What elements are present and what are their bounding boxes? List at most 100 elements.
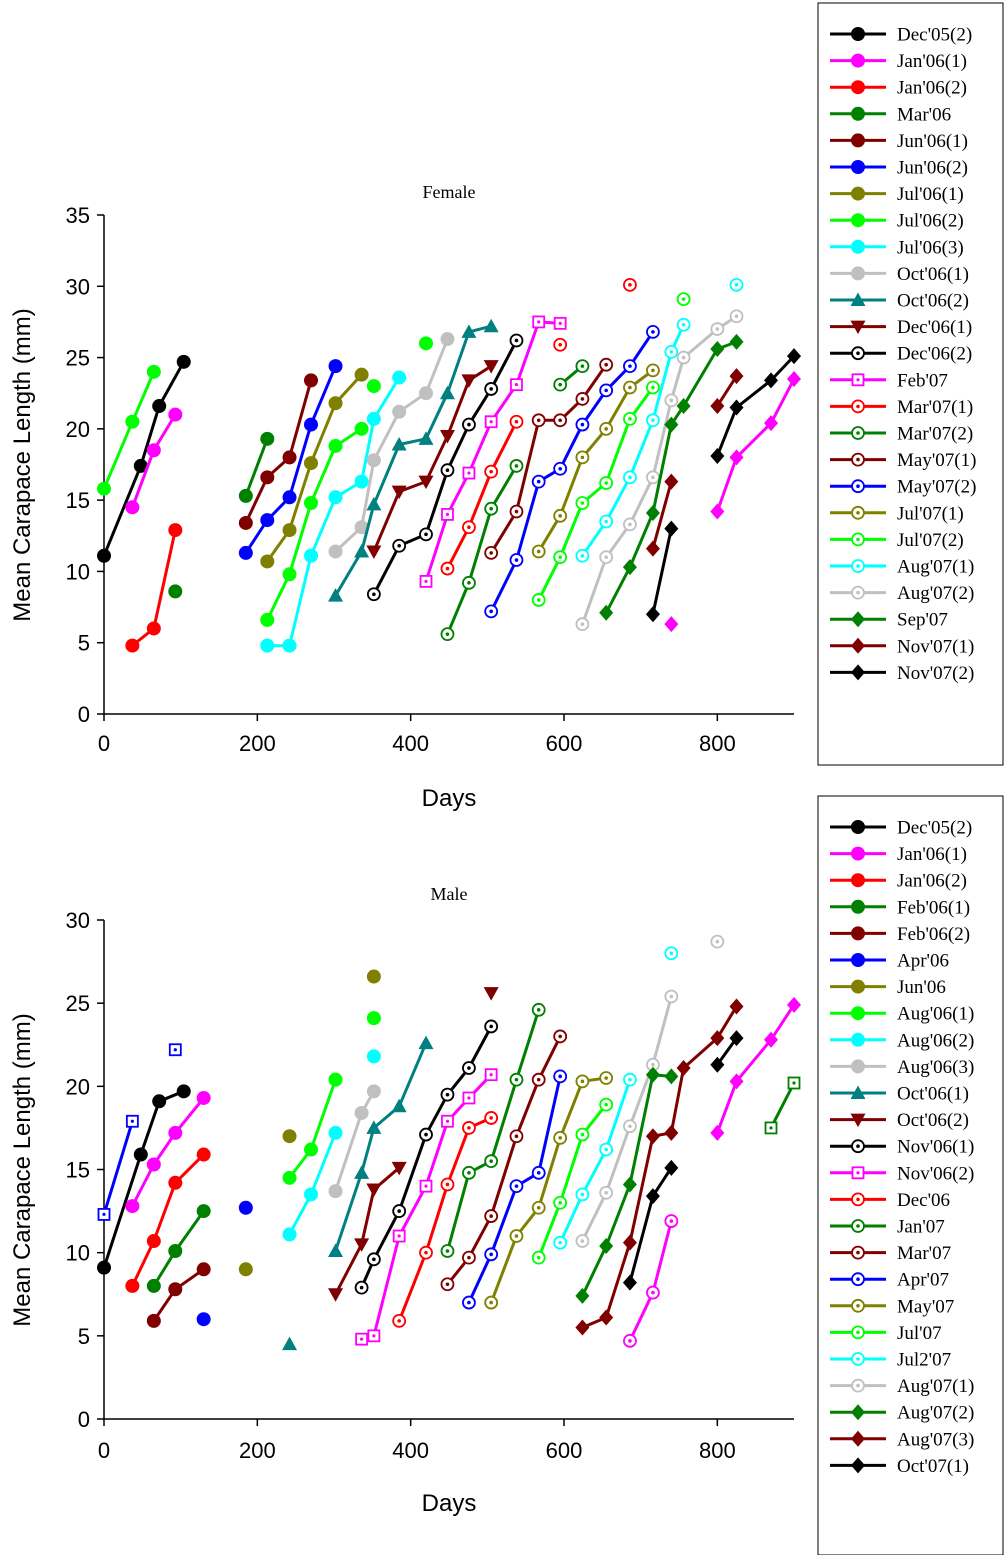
data-point	[623, 380, 637, 395]
y-tick-label: 20	[66, 417, 90, 442]
data-point	[509, 504, 524, 519]
y-tick-label: 20	[66, 1074, 90, 1099]
series-8	[282, 1125, 343, 1242]
data-point	[623, 470, 637, 485]
series-28	[282, 1129, 297, 1144]
data-point	[97, 548, 111, 563]
series-line	[334, 1090, 376, 1192]
x-tick-label: 200	[239, 1438, 276, 1463]
female-chart-panel: Female 0 5 10 15 20 25 30 35 0 200 400 600 800 Days Mea…	[9, 2, 1004, 812]
series-33	[238, 431, 275, 503]
data-point	[484, 1247, 499, 1262]
series-39	[764, 1076, 801, 1135]
data-point	[484, 464, 499, 479]
data-point	[787, 1076, 801, 1090]
data-point	[391, 1098, 407, 1113]
series-line	[334, 1166, 401, 1295]
data-point	[553, 1069, 568, 1084]
legend-label: May'07(1)	[897, 450, 976, 471]
data-point	[125, 1199, 140, 1214]
data-point	[509, 459, 524, 473]
y-tick-label: 25	[66, 346, 90, 371]
series-35	[710, 348, 801, 464]
data-point	[484, 1111, 499, 1125]
legend-marker	[851, 846, 865, 861]
data-point	[462, 1250, 476, 1265]
legend-marker	[851, 1139, 865, 1154]
legend-label: Feb'07	[897, 370, 948, 391]
data-point	[152, 1094, 167, 1109]
legend-label: Oct'06(2)	[897, 291, 969, 312]
legend: Dec'05(2) Jan'06(1) Jan'06(2) Mar'06 Jun'06(…	[817, 2, 1004, 766]
data-point	[168, 1175, 183, 1190]
data-point	[710, 503, 725, 520]
series-21	[575, 309, 744, 632]
data-point	[664, 416, 679, 433]
data-point	[304, 1187, 318, 1202]
series-7	[282, 1072, 343, 1185]
legend-label: Mar'06	[897, 104, 951, 125]
legend-marker	[851, 1192, 865, 1207]
series-line	[446, 421, 518, 570]
legend-marker	[851, 186, 865, 201]
data-point	[531, 413, 546, 428]
legend-item: May'07(1)	[830, 450, 976, 471]
legend-marker	[851, 1219, 865, 1233]
legend-item: Aug'07(3)	[830, 1429, 974, 1450]
x-tick-label: 0	[98, 1438, 110, 1463]
series-line	[715, 1003, 796, 1134]
data-point	[622, 1234, 637, 1251]
series-30	[366, 1011, 381, 1026]
data-point	[483, 360, 499, 374]
data-point	[440, 1244, 455, 1258]
series-21	[575, 989, 679, 1248]
data-point	[575, 1074, 590, 1089]
legend-marker	[850, 1085, 866, 1099]
legend-marker	[851, 820, 865, 834]
y-tick-label: 15	[66, 488, 90, 513]
legend-label: Jul'06(2)	[897, 211, 964, 232]
data-point	[260, 470, 275, 485]
data-point	[125, 1114, 139, 1128]
legend-marker	[851, 53, 865, 68]
legend-item: Jul2'07	[830, 1350, 951, 1371]
legend-marker	[851, 213, 865, 228]
data-point	[764, 1121, 778, 1135]
data-point	[462, 1091, 476, 1105]
data-point	[664, 616, 679, 633]
series-11	[366, 360, 499, 559]
data-point	[599, 383, 614, 398]
legend-item: Dec'05(2)	[830, 818, 972, 839]
data-point	[646, 325, 660, 339]
legend-label: Oct'06(1)	[897, 264, 969, 285]
data-point	[531, 1200, 546, 1215]
legend-label: Jan'06(1)	[897, 844, 967, 865]
legend-label: Nov'07(2)	[897, 663, 974, 684]
data-point	[599, 1309, 614, 1326]
data-point	[419, 336, 433, 351]
series-line	[131, 1153, 205, 1287]
data-point	[419, 575, 433, 588]
data-point	[664, 393, 679, 408]
legend-marker	[851, 426, 865, 440]
data-point	[575, 1187, 590, 1202]
data-point	[462, 1165, 476, 1180]
series-13	[419, 315, 567, 588]
legend-item: Jan'06(2)	[830, 78, 967, 99]
data-point	[599, 357, 614, 372]
legend-item: Jul'07	[830, 1323, 942, 1344]
data-point	[787, 996, 801, 1013]
data-point	[238, 515, 253, 530]
data-point	[354, 543, 370, 558]
data-point	[260, 554, 275, 569]
data-point	[441, 507, 454, 521]
data-point	[461, 324, 477, 338]
legend-item: Aug'07(2)	[830, 1403, 974, 1424]
series-37	[710, 370, 801, 520]
legend-item: Dec'06	[830, 1190, 950, 1211]
male-chart-panel: Male 0 5 10 15 20 25 30 0 200 400 600 800 Days Mean Ca…	[9, 795, 1004, 1555]
series-5	[196, 1312, 211, 1327]
data-point	[599, 1097, 614, 1112]
series-7	[97, 364, 161, 496]
legend-item: Nov'06(2)	[830, 1163, 974, 1184]
